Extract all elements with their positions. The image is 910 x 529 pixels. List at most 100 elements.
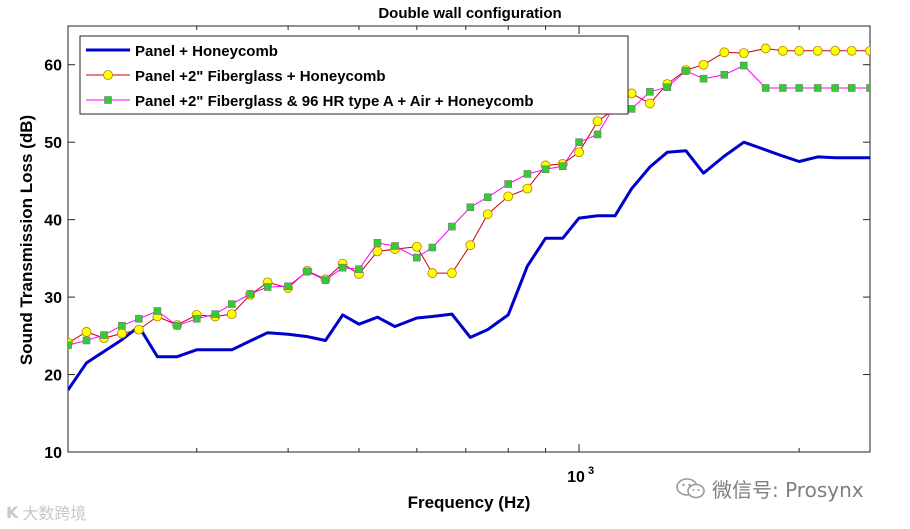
data-point bbox=[448, 222, 456, 231]
data-point bbox=[831, 84, 839, 92]
data-point bbox=[575, 138, 583, 146]
data-point bbox=[574, 147, 584, 158]
legend-label: Panel +2" Fiberglass & 96 HR type A + Ai… bbox=[135, 93, 534, 110]
data-point bbox=[226, 309, 237, 320]
data-point bbox=[428, 243, 437, 252]
data-point bbox=[68, 341, 72, 349]
watermark-text: 微信号: Prosynx bbox=[712, 478, 864, 502]
data-point bbox=[761, 84, 770, 92]
data-point bbox=[411, 241, 422, 252]
data-point bbox=[338, 263, 347, 272]
data-point bbox=[413, 253, 421, 262]
data-point bbox=[663, 83, 672, 91]
data-point bbox=[372, 246, 383, 257]
legend-marker bbox=[104, 96, 112, 104]
data-point bbox=[483, 193, 492, 201]
y-tick-label: 60 bbox=[44, 58, 62, 75]
data-point bbox=[303, 267, 312, 276]
wechat-icon bbox=[676, 477, 706, 501]
data-point bbox=[173, 321, 181, 330]
data-point bbox=[391, 242, 399, 250]
data-point bbox=[82, 336, 91, 345]
series-line bbox=[68, 140, 870, 391]
data-point bbox=[739, 61, 748, 70]
legend-box bbox=[79, 35, 629, 115]
data-point bbox=[847, 84, 856, 92]
data-point bbox=[699, 74, 708, 83]
data-point bbox=[794, 45, 805, 56]
data-point bbox=[522, 183, 533, 194]
x-axis-label: Frequency (Hz) bbox=[408, 493, 531, 512]
data-point bbox=[846, 45, 857, 56]
data-point bbox=[866, 84, 870, 92]
data-point bbox=[427, 268, 438, 278]
data-point bbox=[211, 310, 220, 318]
y-axis-label: Sound Transmission Loss (dB) bbox=[17, 115, 36, 365]
data-point bbox=[465, 240, 476, 251]
legend: Panel + Honeycomb Panel +2" Fiberglass + … bbox=[79, 35, 629, 115]
data-point bbox=[153, 307, 162, 315]
series-1 bbox=[68, 140, 870, 391]
data-point bbox=[503, 191, 514, 202]
data-point bbox=[355, 265, 363, 274]
data-point bbox=[246, 290, 255, 298]
data-point bbox=[263, 283, 272, 291]
data-point bbox=[118, 321, 126, 330]
series-layer bbox=[68, 43, 870, 391]
data-point bbox=[482, 209, 493, 220]
data-point bbox=[523, 170, 532, 178]
data-point bbox=[541, 165, 550, 174]
wechat-watermark: 微信号: Prosynx bbox=[676, 474, 864, 503]
y-tick-label: 30 bbox=[44, 290, 62, 307]
data-point bbox=[682, 67, 690, 75]
data-point bbox=[227, 300, 236, 308]
data-point bbox=[100, 331, 108, 339]
legend-label: Panel + Honeycomb bbox=[135, 43, 278, 60]
data-point bbox=[760, 43, 771, 54]
data-point bbox=[646, 88, 654, 96]
data-point bbox=[116, 328, 127, 339]
data-point bbox=[321, 276, 330, 284]
data-point bbox=[865, 45, 870, 56]
brand-watermark-text: 大数跨境 bbox=[22, 504, 87, 523]
data-point bbox=[192, 314, 201, 323]
data-point bbox=[466, 203, 475, 212]
data-point bbox=[777, 45, 788, 56]
data-point bbox=[504, 180, 512, 188]
data-point bbox=[558, 162, 567, 170]
data-point bbox=[373, 239, 382, 247]
data-point bbox=[284, 282, 292, 291]
data-point bbox=[135, 314, 143, 323]
data-point bbox=[795, 84, 803, 92]
data-point bbox=[719, 47, 730, 58]
data-point bbox=[779, 84, 787, 92]
data-point bbox=[133, 324, 144, 335]
y-tick-label: 20 bbox=[44, 368, 62, 385]
chart-title: Double wall configuration bbox=[378, 5, 561, 22]
data-point bbox=[698, 59, 709, 70]
brand-logo-icon: K bbox=[6, 502, 19, 522]
data-point bbox=[446, 268, 457, 278]
series-3 bbox=[68, 61, 870, 349]
data-point bbox=[81, 327, 92, 337]
brand-watermark: K 大数跨境 bbox=[6, 500, 86, 524]
legend-marker bbox=[103, 70, 113, 80]
x-tick-exponent: 3 bbox=[588, 465, 594, 477]
y-axis: 10 20 30 40 50 60 bbox=[44, 58, 870, 462]
y-tick-label: 10 bbox=[44, 445, 62, 462]
x-tick-label: 10 bbox=[567, 469, 585, 486]
data-point bbox=[812, 45, 823, 56]
data-point bbox=[592, 116, 603, 127]
data-point bbox=[720, 70, 729, 79]
data-point bbox=[813, 84, 822, 92]
data-point bbox=[738, 48, 749, 59]
data-point bbox=[645, 98, 655, 109]
data-point bbox=[593, 130, 602, 139]
legend-label: Panel +2" Fiberglass + Honeycomb bbox=[135, 68, 386, 85]
data-point bbox=[627, 105, 636, 113]
x-axis: 10 3 bbox=[67, 26, 800, 486]
y-tick-label: 40 bbox=[44, 213, 62, 230]
data-point bbox=[830, 45, 841, 56]
y-tick-label: 50 bbox=[44, 135, 62, 152]
